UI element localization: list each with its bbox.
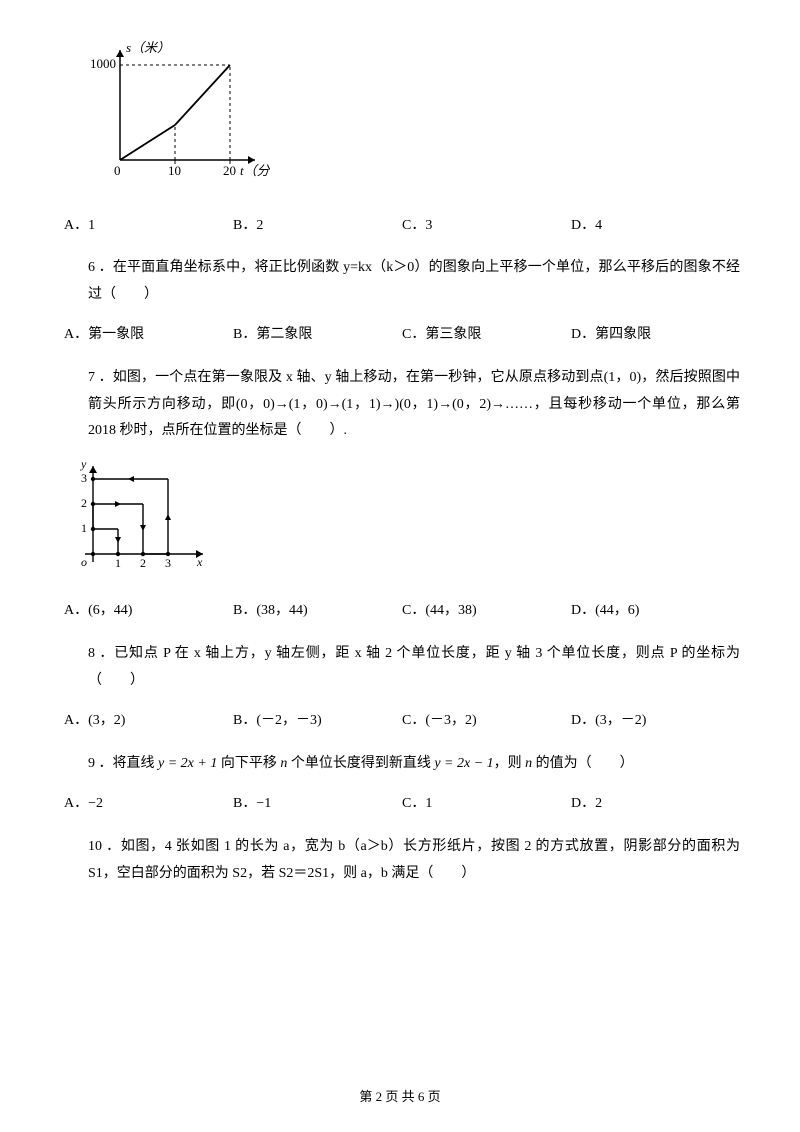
q7-opt-c: C．(44，38) — [402, 598, 571, 625]
q5-chart: 1000 0 10 20 s（米） t（分） — [80, 40, 740, 201]
q6-text: 6 ．在平面直角坐标系中，将正比例函数 y=kx（k＞0）的图象向上平移一个单位… — [60, 255, 740, 308]
q8-opt-d: D．(3，－2) — [571, 708, 740, 735]
q6-options: A．第一象限 B．第二象限 C．第三象限 D．第四象限 — [60, 322, 740, 349]
page-footer: 第 2 页 共 6 页 — [0, 1085, 800, 1110]
q6-opt-d: D．第四象限 — [571, 322, 740, 349]
q9-opt-c: C．1 — [402, 791, 571, 818]
q9-opt-a: A．−2 — [64, 791, 233, 818]
q7-opt-b: B．(38，44) — [233, 598, 402, 625]
q7-x1: 1 — [115, 556, 121, 570]
q7-opt-a: A．(6，44) — [64, 598, 233, 625]
q7-y2: 2 — [81, 496, 87, 510]
q7-figure: o 1 2 3 1 2 3 y x — [68, 459, 740, 585]
q9-opt-b: B．−1 — [233, 791, 402, 818]
q10-text: 10 ．如图，4 张如图 1 的长为 a，宽为 b（a＞b）长方形纸片，按图 2… — [60, 834, 740, 887]
chart-x0: 0 — [114, 163, 121, 178]
q9-opt-d: D．2 — [571, 791, 740, 818]
q6-opt-a: A．第一象限 — [64, 322, 233, 349]
chart-xlabel: t（分） — [240, 163, 270, 178]
q8-text: 8 ．已知点 P 在 x 轴上方，y 轴左侧，距 x 轴 2 个单位长度，距 y… — [60, 641, 740, 694]
q7-opt-d: D．(44，6) — [571, 598, 740, 625]
q8-opt-a: A．(3，2) — [64, 708, 233, 735]
page-number: 第 2 页 共 6 页 — [359, 1089, 440, 1104]
q6-opt-c: C．第三象限 — [402, 322, 571, 349]
q7-xlabel: x — [196, 555, 203, 569]
chart-ytick: 1000 — [90, 56, 116, 71]
q6-opt-b: B．第二象限 — [233, 322, 402, 349]
q5-opt-a: A．1 — [64, 213, 233, 240]
q7-text: 7 ．如图，一个点在第一象限及 x 轴、y 轴上移动，在第一秒钟，它从原点移动到… — [60, 365, 740, 445]
q7-origin: o — [81, 555, 87, 569]
q5-opt-c: C．3 — [402, 213, 571, 240]
q7-y1: 1 — [81, 521, 87, 535]
chart-x1: 10 — [168, 163, 181, 178]
q8-options: A．(3，2) B．(－2，－3) C．(－3，2) D．(3，－2) — [60, 708, 740, 735]
q7-options: A．(6，44) B．(38，44) C．(44，38) D．(44，6) — [60, 598, 740, 625]
q5-opt-d: D．4 — [571, 213, 740, 240]
q7-ylabel: y — [80, 459, 87, 471]
q7-y3: 3 — [81, 471, 87, 485]
q7-x2: 2 — [140, 556, 146, 570]
q7-x3: 3 — [165, 556, 171, 570]
q5-opt-b: B．2 — [233, 213, 402, 240]
q8-opt-b: B．(－2，－3) — [233, 708, 402, 735]
chart-ylabel: s（米） — [126, 40, 170, 55]
q8-opt-c: C．(－3，2) — [402, 708, 571, 735]
q9-options: A．−2 B．−1 C．1 D．2 — [60, 791, 740, 818]
q5-chart-svg: 1000 0 10 20 s（米） t（分） — [80, 40, 270, 190]
q7-figure-svg: o 1 2 3 1 2 3 y x — [68, 459, 218, 574]
q5-options: A．1 B．2 C．3 D．4 — [60, 213, 740, 240]
chart-x2: 20 — [223, 163, 236, 178]
q9-text: 9 ．将直线 y = 2x + 1 向下平移 n 个单位长度得到新直线 y = … — [60, 751, 740, 778]
